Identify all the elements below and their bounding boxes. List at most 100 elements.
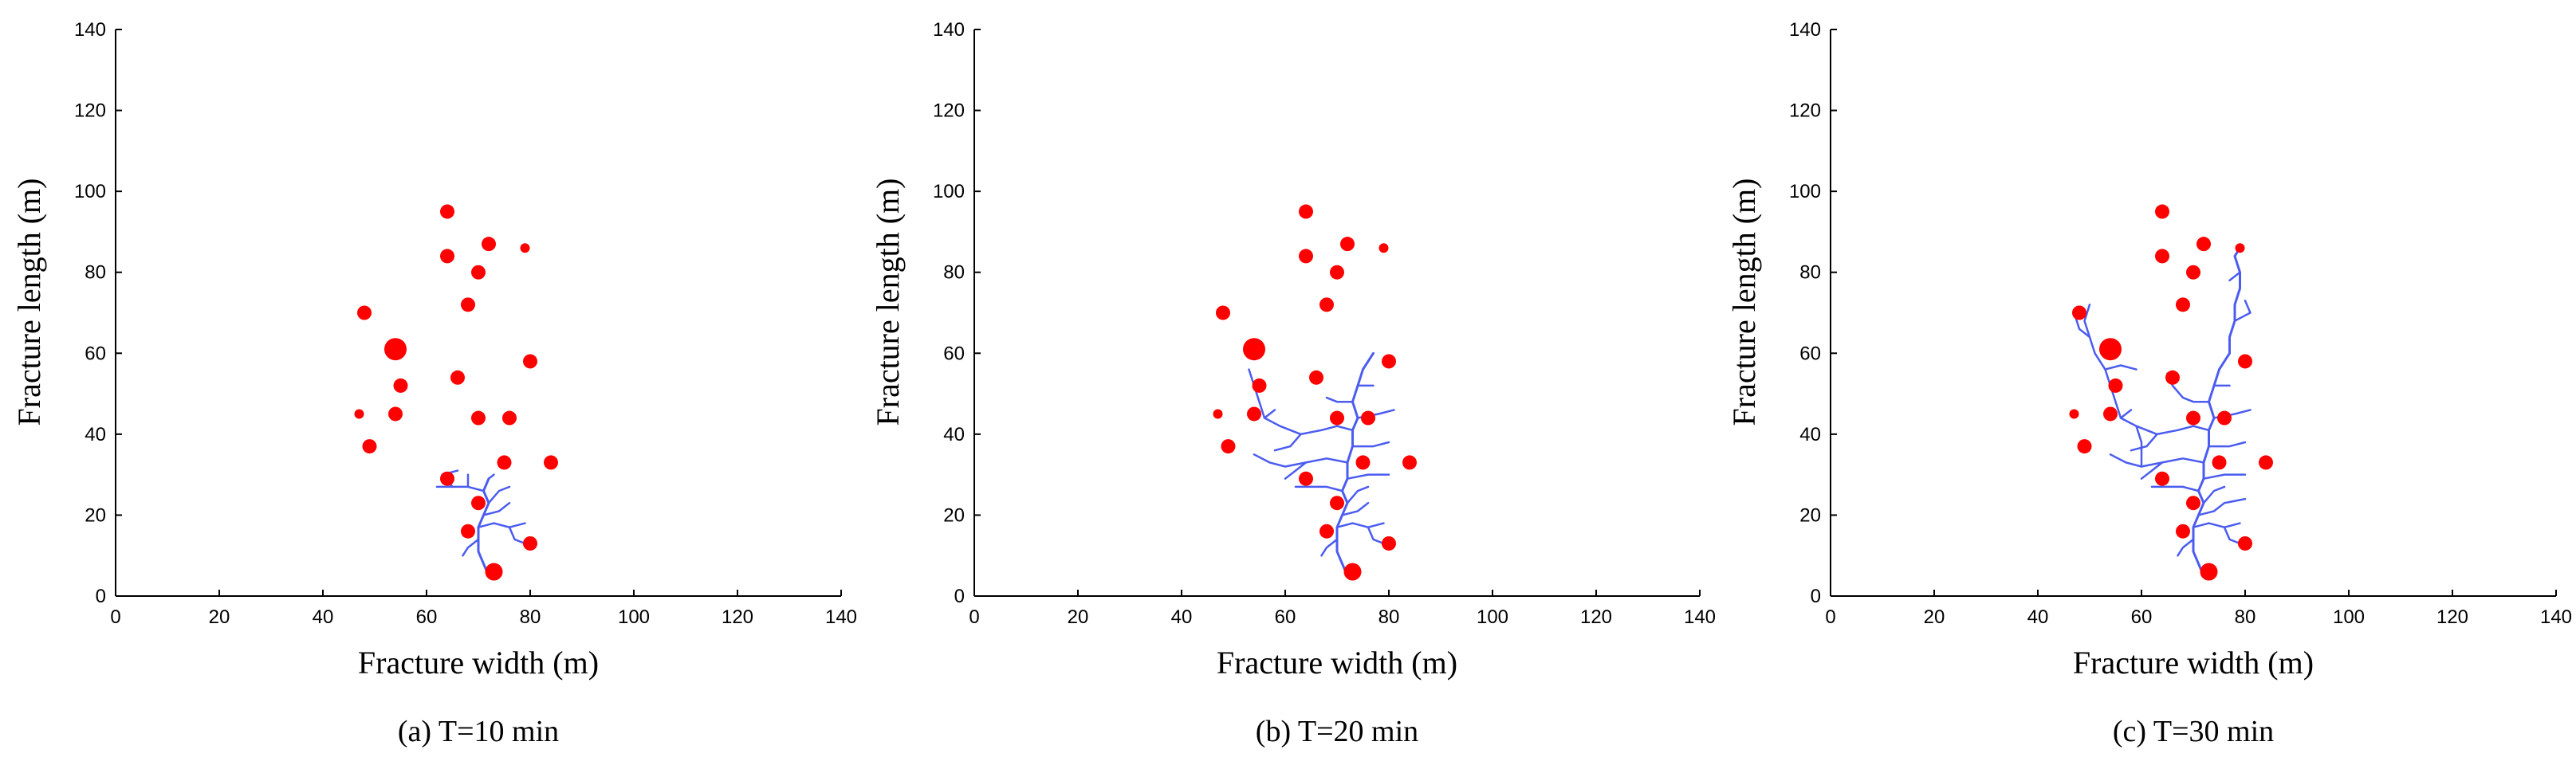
x-tick-label: 60 xyxy=(1275,606,1296,628)
fracture-branch xyxy=(1284,461,1308,480)
data-point xyxy=(1247,406,1261,422)
x-tick-label: 80 xyxy=(520,606,541,628)
fracture-branch xyxy=(1320,538,1339,557)
y-tick-label: 40 xyxy=(1799,424,1821,445)
panel-caption: (a) T=10 min xyxy=(398,715,559,748)
fracture-branch xyxy=(2130,433,2158,452)
fracture-branch xyxy=(2192,522,2241,528)
fracture-network-layer xyxy=(435,469,526,578)
data-point xyxy=(1330,496,1344,511)
y-tick-label: 120 xyxy=(1789,100,1821,122)
x-tick-label: 0 xyxy=(969,606,979,628)
axes: 0 20 40 60 80 100 120 140 0 20 40 60 80 100 120 140 xyxy=(1789,19,2572,628)
data-point xyxy=(2186,265,2200,280)
panel-caption: (c) T=30 min xyxy=(2113,715,2274,748)
y-tick-label: 120 xyxy=(74,100,106,122)
y-tick-label: 0 xyxy=(954,586,965,607)
fracture-branch xyxy=(1346,473,1390,480)
fracture-branch xyxy=(435,485,485,492)
axes: 0 20 40 60 80 100 120 140 0 20 40 60 80 100 120 140 xyxy=(933,19,1716,628)
data-point xyxy=(2186,410,2200,426)
data-point xyxy=(2099,338,2122,361)
data-point xyxy=(440,471,454,486)
data-point xyxy=(1221,439,1236,454)
fracture-branch xyxy=(1335,522,1385,528)
fracture-branch xyxy=(2223,526,2241,545)
y-tick-label: 140 xyxy=(933,19,965,41)
x-tick-label: 100 xyxy=(1477,606,1508,628)
data-point xyxy=(2103,406,2118,422)
data-point xyxy=(2176,297,2190,312)
data-point xyxy=(354,409,364,419)
data-point xyxy=(1216,305,1230,320)
fracture-branch xyxy=(482,501,511,516)
data-point xyxy=(482,237,496,252)
y-tick-label: 140 xyxy=(74,19,106,41)
x-tick-label: 120 xyxy=(722,606,753,628)
data-point xyxy=(2176,524,2190,539)
fracture-branch xyxy=(2202,485,2226,504)
data-point xyxy=(2072,305,2086,320)
y-tick-label: 40 xyxy=(943,424,965,445)
fracture-branch xyxy=(1367,526,1385,545)
data-point xyxy=(485,563,503,581)
x-tick-label: 40 xyxy=(313,606,334,628)
data-point xyxy=(1382,354,1396,369)
x-tick-label: 0 xyxy=(1825,606,1835,628)
y-tick-label: 60 xyxy=(943,343,965,364)
y-tick-label: 120 xyxy=(933,100,965,122)
data-point xyxy=(1402,455,1417,470)
x-tick-label: 20 xyxy=(1924,606,1945,628)
data-point xyxy=(1299,204,1313,219)
fracture-branch xyxy=(2104,364,2137,371)
fracture-branch xyxy=(487,485,511,504)
panel-c: 0 20 40 60 80 100 120 140 0 20 40 60 80 100 120 140 Fra… xyxy=(1726,19,2572,748)
y-tick-label: 0 xyxy=(96,586,106,607)
data-point xyxy=(1319,524,1334,539)
fracture-network-layer xyxy=(1248,351,1395,578)
fracture-branch xyxy=(2119,409,2133,419)
fracture-branch xyxy=(1253,453,1349,468)
data-point xyxy=(1213,409,1223,419)
data-point xyxy=(393,378,408,393)
data-point xyxy=(2155,204,2169,219)
fracture-branch xyxy=(1346,485,1370,504)
x-tick-label: 60 xyxy=(2131,606,2153,628)
data-point xyxy=(471,265,486,280)
fracture-branch xyxy=(462,538,480,557)
data-point xyxy=(2238,536,2252,551)
data-point xyxy=(1330,410,1344,426)
data-point xyxy=(384,338,407,361)
data-point xyxy=(2155,471,2169,486)
fracture-branch xyxy=(2233,300,2252,322)
data-point xyxy=(2212,455,2227,470)
fracture-branch xyxy=(2140,461,2164,480)
fracture-branch xyxy=(2208,441,2247,448)
data-point xyxy=(2155,249,2169,264)
fracture-branch xyxy=(1351,441,1390,448)
x-tick-label: 120 xyxy=(2436,606,2468,628)
data-point xyxy=(2200,563,2218,581)
x-axis-title: Fracture width (m) xyxy=(1217,645,1457,681)
data-point xyxy=(1330,265,1344,280)
y-axis-title: Fracture length (m) xyxy=(11,178,47,426)
data-point xyxy=(362,439,377,454)
fracture-branch xyxy=(2150,485,2200,492)
x-tick-label: 140 xyxy=(2540,606,2572,628)
fracture-branch xyxy=(2177,538,2195,557)
x-tick-label: 40 xyxy=(2027,606,2049,628)
data-point xyxy=(502,410,517,426)
fracture-branch xyxy=(2109,453,2205,468)
panel-caption: (b) T=20 min xyxy=(1256,715,1418,748)
data-point xyxy=(1309,370,1323,385)
fracture-branch xyxy=(2202,473,2247,480)
data-point xyxy=(440,249,454,264)
data-point xyxy=(1340,237,1355,252)
data-point xyxy=(2186,496,2200,511)
data-point xyxy=(520,243,530,253)
data-point xyxy=(1355,455,1371,470)
proppant-points-layer xyxy=(354,204,558,581)
data-point xyxy=(544,455,558,470)
fracture-branch xyxy=(1325,396,1354,403)
